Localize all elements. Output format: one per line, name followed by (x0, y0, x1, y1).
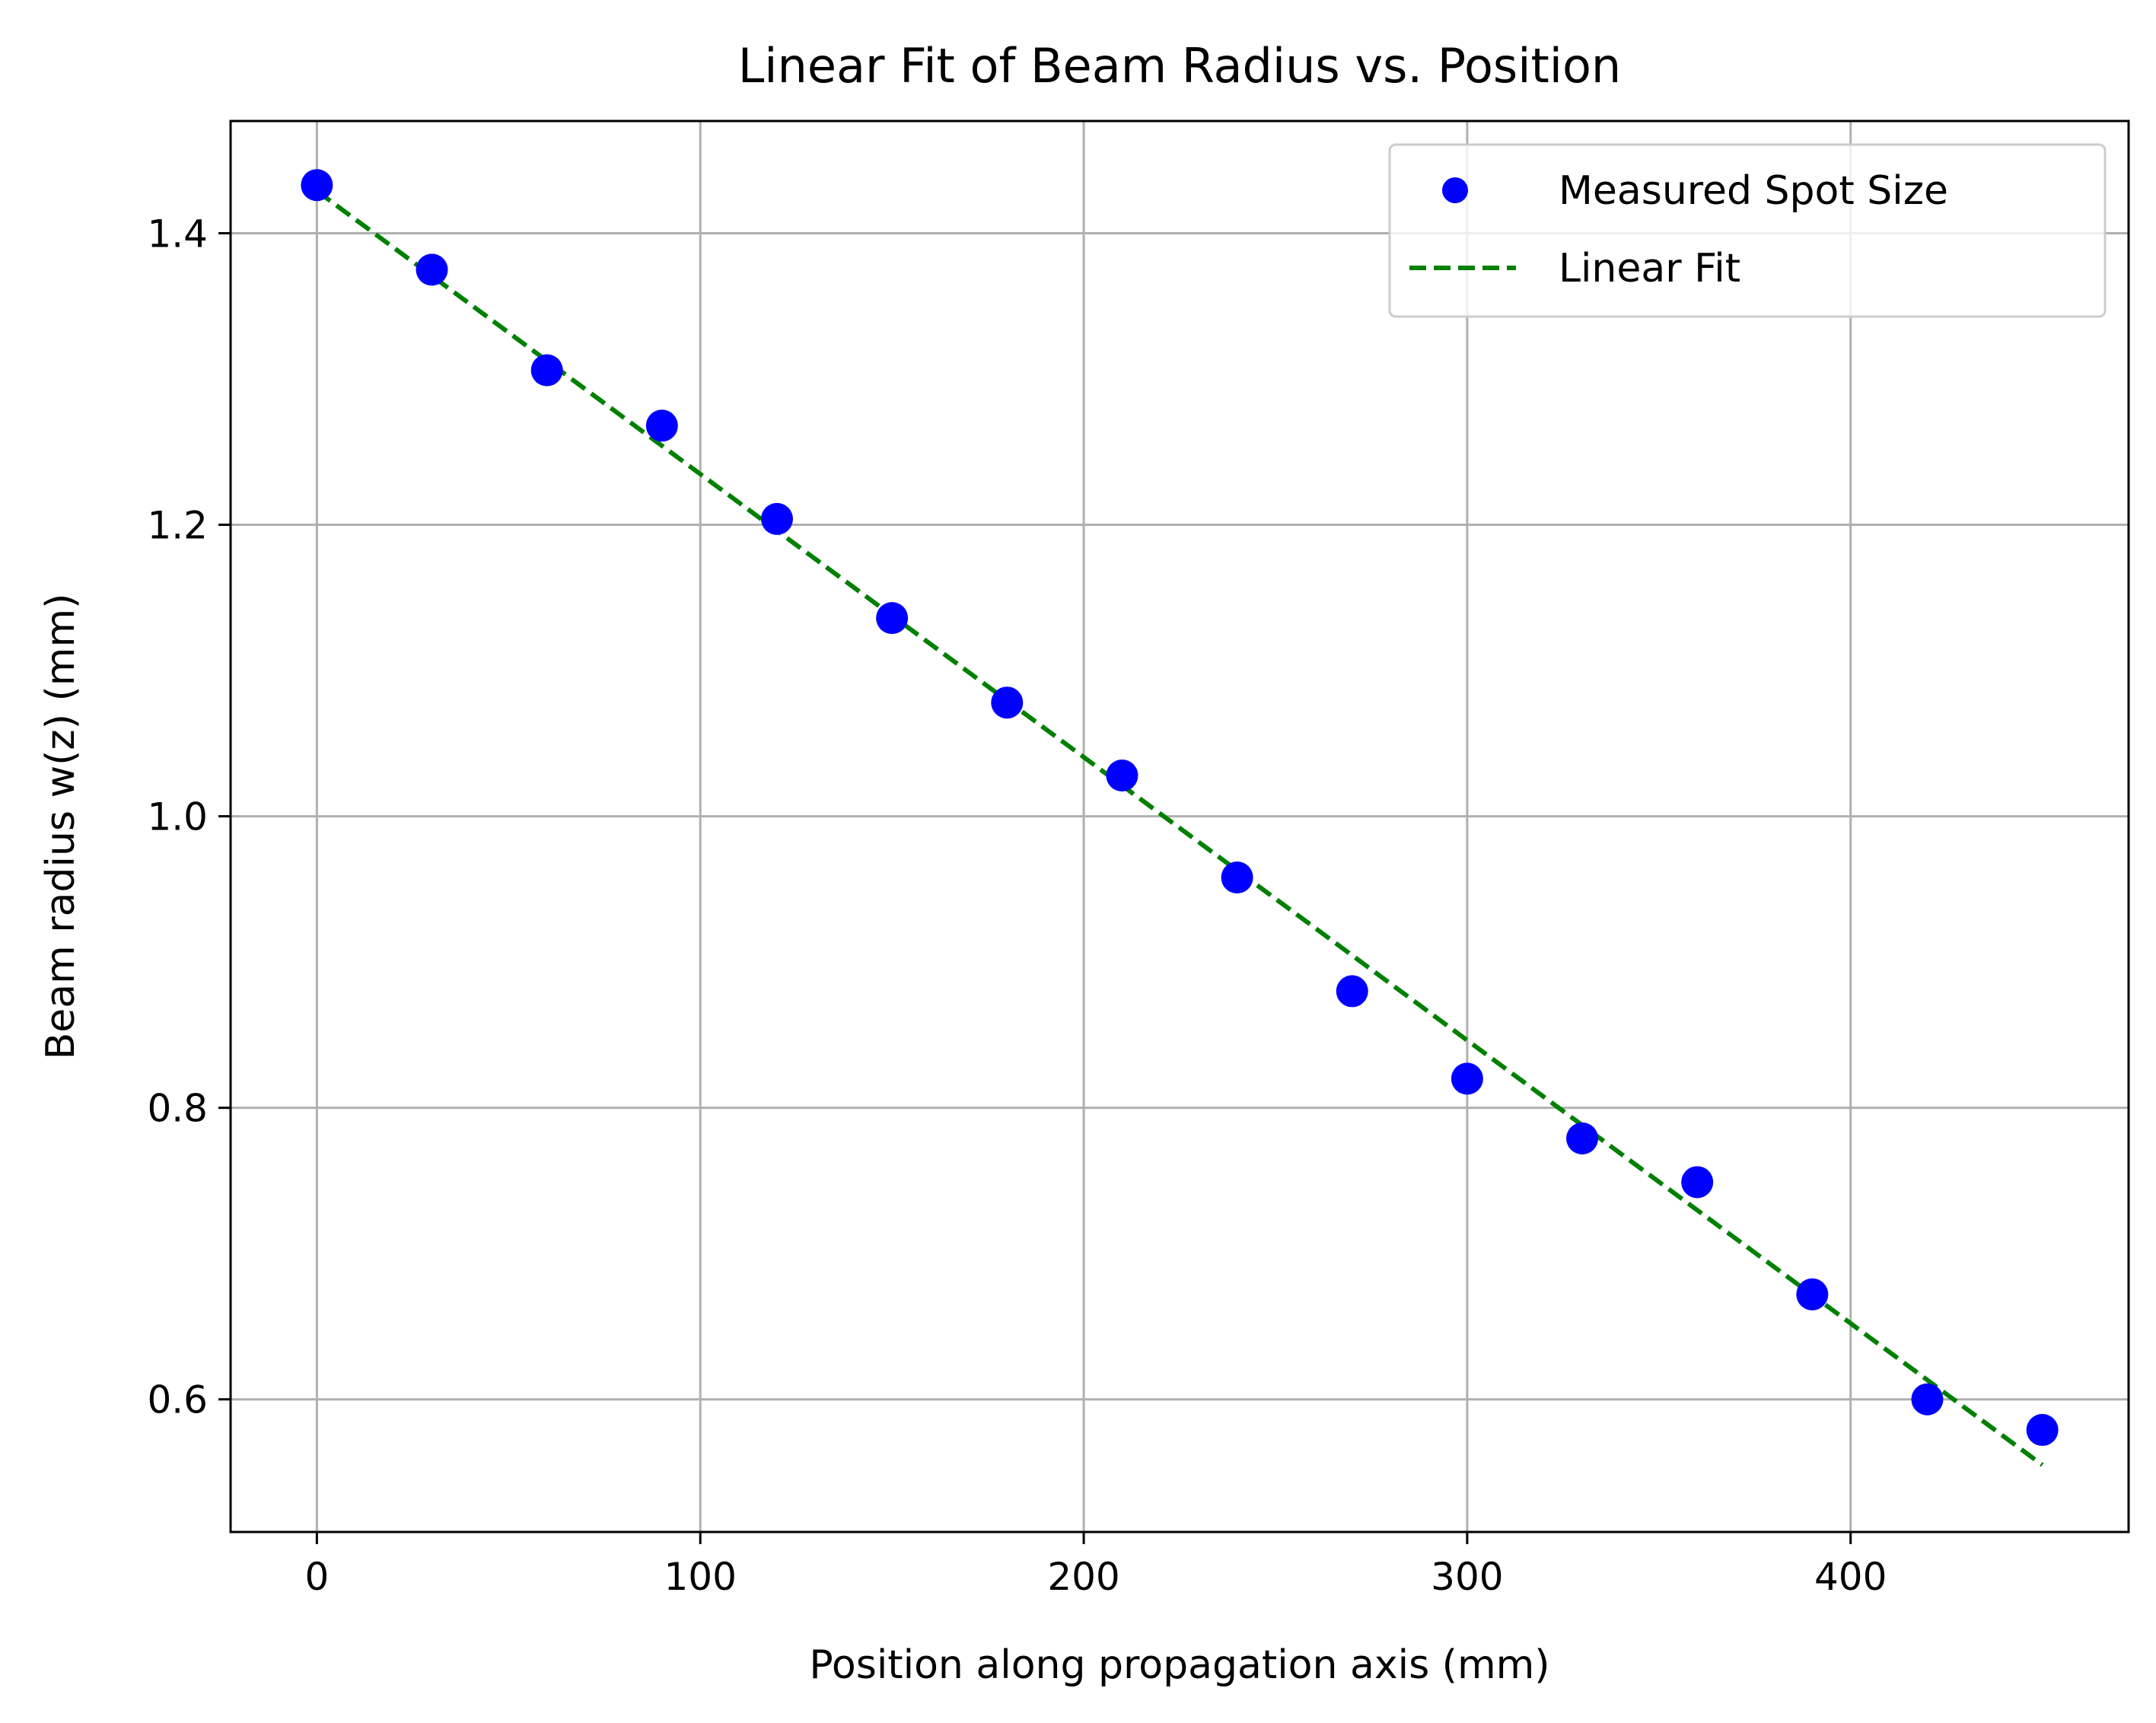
data-point (416, 253, 448, 286)
x-tick-label: 0 (304, 1555, 329, 1599)
data-point (1451, 1062, 1483, 1095)
data-points-layer (301, 169, 2059, 1446)
data-point (1911, 1383, 1944, 1416)
x-tick-label: 100 (664, 1555, 736, 1599)
x-axis-ticks: 0 100 200 300 400 (304, 1532, 1887, 1599)
data-point (991, 686, 1024, 719)
legend: Measured Spot Size Linear Fit (1388, 143, 2107, 318)
data-point (876, 602, 909, 635)
data-point (301, 169, 333, 202)
data-point (530, 354, 563, 387)
y-tick-label: 1.4 (147, 212, 208, 256)
legend-marker-measured (1442, 177, 1468, 203)
fit-line-layer (315, 189, 2044, 1467)
plot-area (229, 119, 2130, 1534)
y-tick-label: 0.6 (147, 1378, 208, 1422)
data-point (1566, 1122, 1599, 1155)
y-tick-label: 0.8 (147, 1087, 208, 1131)
x-tick-label: 300 (1431, 1555, 1503, 1599)
x-tick-label: 200 (1047, 1555, 1119, 1599)
data-point (1796, 1278, 1829, 1311)
legend-label-measured: Measured Spot Size (1559, 168, 1948, 214)
y-tick-label: 1.2 (147, 504, 208, 548)
data-point (760, 502, 793, 535)
plot-frame (229, 119, 2130, 1534)
data-point (1221, 862, 1253, 894)
chart-title: Linear Fit of Beam Radius vs. Position (738, 38, 1621, 94)
legend-box (1388, 143, 2107, 318)
legend-label-fit: Linear Fit (1559, 246, 1740, 291)
y-tick-label: 1.0 (147, 795, 208, 839)
y-axis-ticks: 0.6 0.8 1.0 1.2 1.4 (147, 212, 231, 1422)
x-tick-label: 400 (1814, 1555, 1887, 1599)
data-point (1106, 759, 1139, 791)
x-axis-title: Position along propagation axis (mm) (809, 1642, 1549, 1688)
data-point (645, 409, 678, 442)
data-point (2026, 1413, 2059, 1446)
data-point (1336, 975, 1368, 1008)
linear-fit-line (315, 189, 2044, 1467)
data-point (1681, 1166, 1714, 1199)
y-axis-title: Beam radius w(z) (mm) (38, 594, 84, 1060)
grid (231, 121, 2129, 1532)
